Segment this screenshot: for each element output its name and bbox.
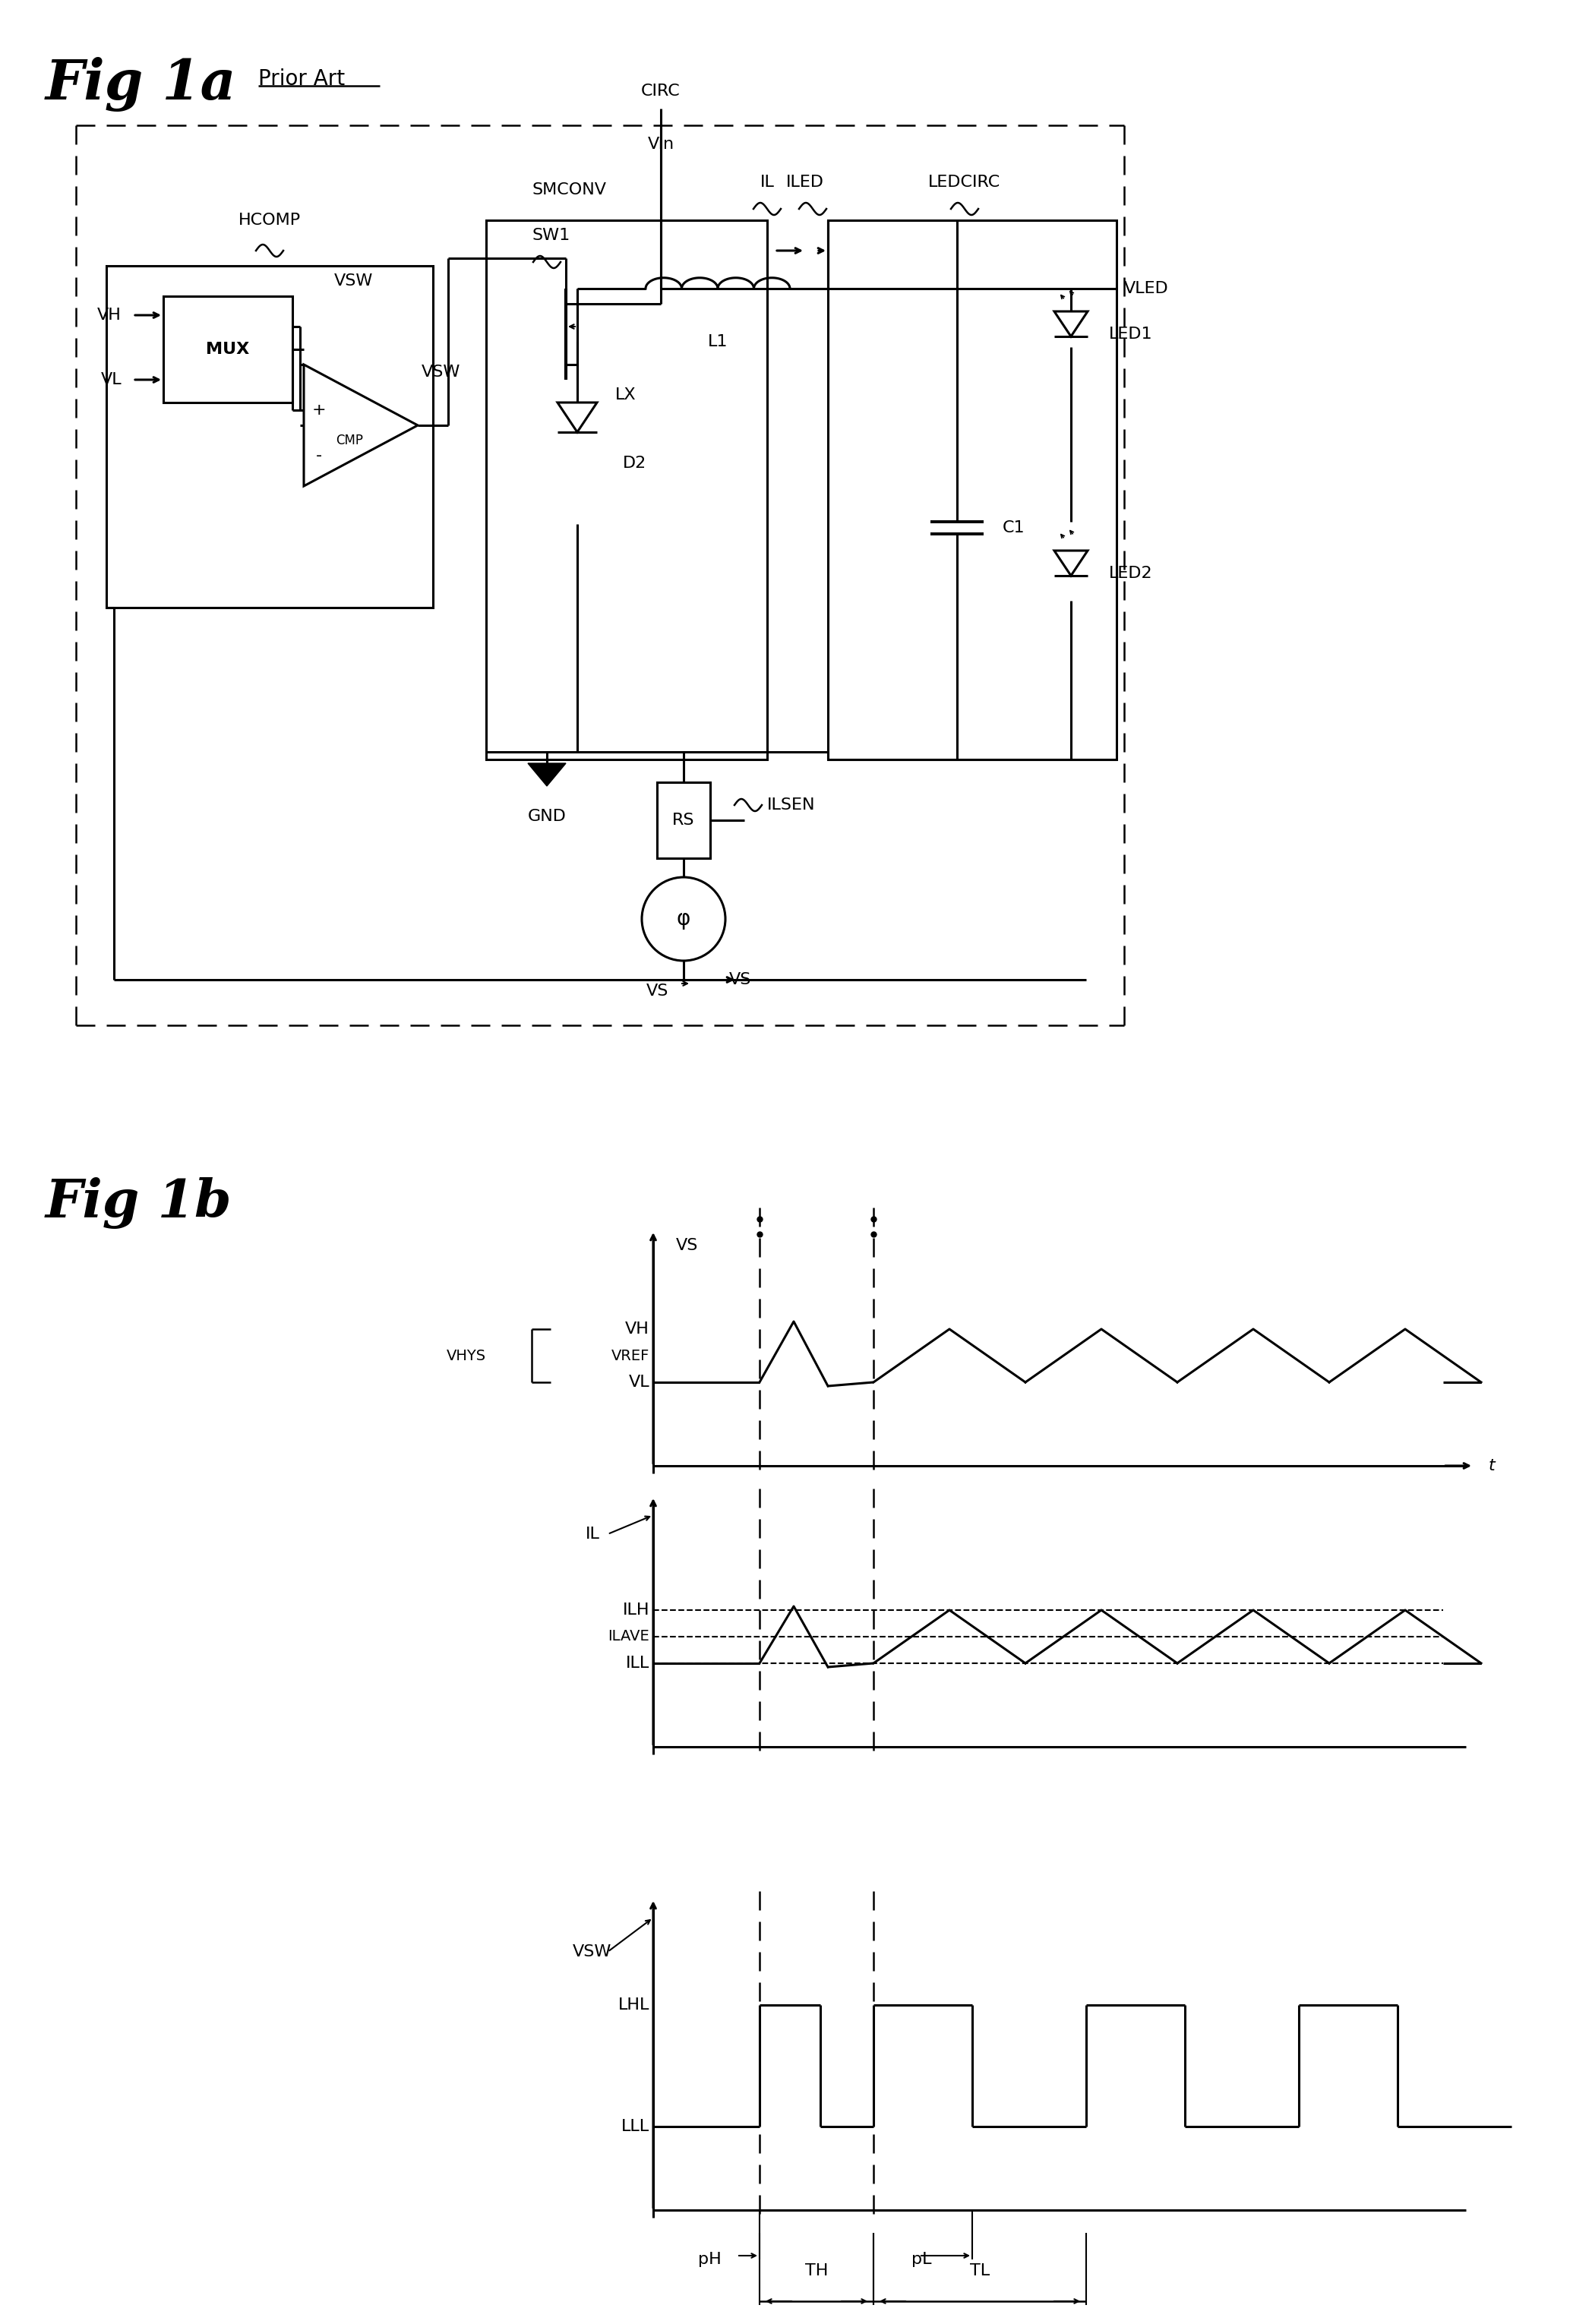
Text: SMCONV: SMCONV — [532, 181, 607, 198]
Polygon shape — [1054, 551, 1087, 576]
Text: VL: VL — [629, 1376, 650, 1390]
Text: ILAVE: ILAVE — [608, 1629, 650, 1643]
Text: TL: TL — [970, 2264, 990, 2278]
Text: VSW: VSW — [573, 1945, 611, 1959]
Text: LED2: LED2 — [1110, 565, 1153, 581]
Text: GND: GND — [527, 809, 567, 825]
Text: Prior Art: Prior Art — [258, 67, 345, 91]
Text: SW1: SW1 — [532, 228, 570, 244]
Bar — [486, 221, 767, 760]
Bar — [657, 783, 710, 858]
Text: Fig 1b: Fig 1b — [46, 1178, 232, 1229]
Text: ILSEN: ILSEN — [767, 797, 815, 813]
Text: LEDCIRC: LEDCIRC — [928, 174, 1001, 191]
Text: IL: IL — [759, 174, 774, 191]
Text: pL: pL — [912, 2252, 931, 2266]
Text: TH: TH — [806, 2264, 828, 2278]
Text: VS: VS — [646, 983, 669, 999]
Text: VHYS: VHYS — [446, 1348, 486, 1362]
Text: VREF: VREF — [611, 1348, 650, 1362]
Text: LX: LX — [615, 388, 637, 402]
Text: VSW: VSW — [422, 365, 460, 379]
Text: CIRC: CIRC — [642, 84, 680, 98]
Text: LLL: LLL — [621, 2119, 650, 2133]
Polygon shape — [529, 762, 565, 786]
Bar — [164, 295, 293, 402]
Text: VH: VH — [97, 307, 121, 323]
Text: VS: VS — [677, 1239, 699, 1253]
Circle shape — [642, 876, 726, 960]
Text: L1: L1 — [708, 335, 728, 349]
Text: HCOMP: HCOMP — [239, 214, 301, 228]
Text: RS: RS — [672, 813, 694, 827]
Text: CMP: CMP — [336, 435, 363, 446]
Text: pH: pH — [699, 2252, 721, 2266]
Text: VSW: VSW — [334, 274, 373, 288]
Bar — [107, 265, 433, 607]
Text: ILH: ILH — [622, 1604, 650, 1618]
Text: ILED: ILED — [786, 174, 825, 191]
Text: ILL: ILL — [626, 1655, 650, 1671]
Text: VH: VH — [626, 1322, 650, 1336]
Text: IL: IL — [586, 1527, 600, 1541]
Text: VLED: VLED — [1124, 281, 1169, 295]
Text: -: - — [315, 449, 322, 462]
Polygon shape — [557, 402, 597, 432]
Text: φ: φ — [677, 909, 691, 930]
Text: +: + — [312, 402, 326, 418]
Text: VL: VL — [100, 372, 121, 388]
Text: LED1: LED1 — [1110, 328, 1153, 342]
Text: t: t — [1489, 1457, 1495, 1473]
Polygon shape — [1054, 311, 1087, 337]
Text: MUX: MUX — [205, 342, 250, 358]
Text: VS: VS — [729, 971, 751, 988]
Text: LHL: LHL — [618, 1996, 650, 2013]
Text: Vin: Vin — [648, 137, 673, 151]
Text: C1: C1 — [1003, 521, 1025, 535]
Text: Fig 1a: Fig 1a — [46, 58, 237, 112]
Bar — [828, 221, 1116, 760]
Polygon shape — [304, 365, 417, 486]
Text: D2: D2 — [622, 456, 646, 472]
